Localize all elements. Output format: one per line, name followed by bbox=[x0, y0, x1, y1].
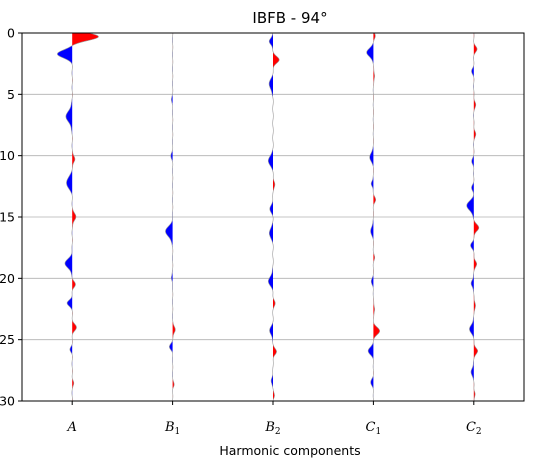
trace-A bbox=[57, 32, 99, 402]
traces bbox=[57, 32, 480, 402]
trace-C2 bbox=[466, 32, 480, 402]
x-tick-label-A: A bbox=[67, 420, 77, 435]
x-tick-label-C2: C2 bbox=[466, 420, 482, 437]
trace-B2 bbox=[267, 32, 280, 402]
x-tick-label-B2: B2 bbox=[264, 420, 280, 437]
positive-fill-B1 bbox=[172, 33, 176, 401]
y-tick-label-5: 5 bbox=[7, 87, 15, 102]
trace-C1 bbox=[366, 32, 380, 402]
y-tick-label-15: 15 bbox=[0, 210, 15, 225]
trace-B1 bbox=[165, 32, 176, 402]
x-tick-label-B1: B1 bbox=[164, 420, 180, 437]
positive-fill-C1 bbox=[373, 33, 380, 401]
wiggle-line-A bbox=[57, 32, 99, 402]
wiggle-line-C2 bbox=[466, 32, 480, 402]
wiggle-line-B1 bbox=[165, 32, 176, 402]
y-tick-labels: 0 5 10 15 20 25 30 bbox=[0, 26, 15, 409]
y-tick-label-0: 0 bbox=[7, 26, 15, 41]
axes bbox=[18, 32, 525, 405]
negative-fill-C2 bbox=[466, 33, 474, 401]
y-tick-label-25: 25 bbox=[0, 332, 15, 347]
x-tick-label-C1: C1 bbox=[366, 420, 382, 437]
y-tick-label-10: 10 bbox=[0, 148, 15, 163]
wiggle-line-B2 bbox=[267, 32, 280, 402]
y-tick-label-30: 30 bbox=[0, 394, 15, 409]
wiggle-line-C1 bbox=[366, 32, 380, 402]
x-tick-labels: A B1 B2 C1 C2 bbox=[67, 420, 482, 437]
chart-title: IBFB - 94° bbox=[252, 9, 327, 27]
y-tick-label-20: 20 bbox=[0, 271, 15, 286]
x-axis-label: Harmonic components bbox=[219, 443, 360, 458]
